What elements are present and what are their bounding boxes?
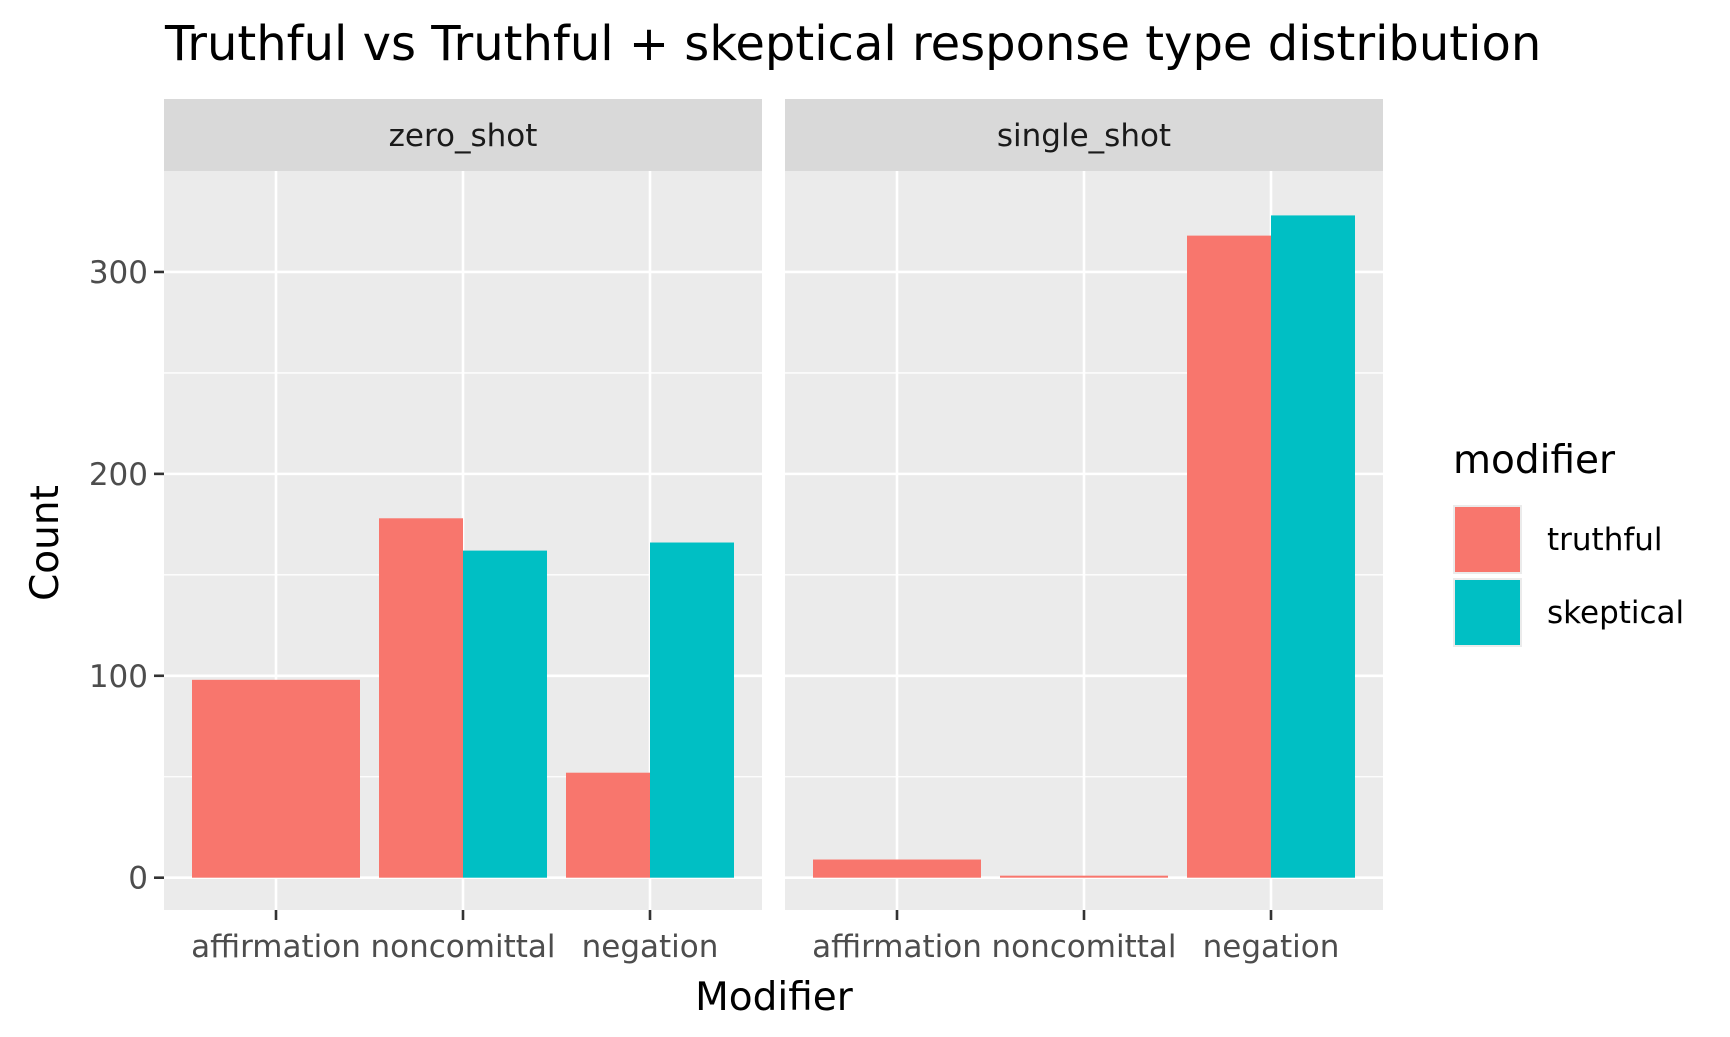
legend-key-truthful bbox=[1455, 507, 1520, 572]
bar-single_shot-negation-skeptical bbox=[1271, 215, 1355, 878]
x-tick-label: affirmation bbox=[191, 929, 361, 965]
facet-strip bbox=[785, 99, 1383, 171]
bar-single_shot-negation-truthful bbox=[1187, 235, 1271, 878]
x-axis-title: Modifier bbox=[695, 975, 854, 1020]
bar-single_shot-affirmation-truthful bbox=[813, 859, 981, 878]
y-tick-label: 100 bbox=[89, 659, 148, 695]
legend-label-truthful: truthful bbox=[1547, 522, 1663, 558]
facet-single_shot: single_shot affirmation noncomittal negatio… bbox=[785, 99, 1383, 965]
bar-zero_shot-negation-skeptical bbox=[650, 542, 734, 878]
legend-key-skeptical bbox=[1455, 580, 1520, 645]
x-tick-label: noncomittal bbox=[370, 929, 555, 965]
facet-strip-label: zero_shot bbox=[389, 118, 538, 154]
y-axis-title: Count bbox=[23, 485, 68, 601]
chart-title: Truthful vs Truthful + skeptical respons… bbox=[164, 16, 1541, 72]
y-tick-label: 200 bbox=[89, 457, 148, 493]
bar-zero_shot-negation-truthful bbox=[566, 772, 650, 878]
bar-single_shot-noncomittal-truthful bbox=[1000, 875, 1168, 878]
facet-strip-label: single_shot bbox=[997, 118, 1171, 154]
y-tick-label: 0 bbox=[128, 861, 148, 897]
facet-strip bbox=[164, 99, 762, 171]
bar-zero_shot-noncomittal-skeptical bbox=[463, 550, 547, 878]
bar-zero_shot-affirmation-truthful bbox=[192, 679, 360, 878]
bar-zero_shot-noncomittal-truthful bbox=[379, 518, 463, 878]
legend: modifier truthful skeptical bbox=[1453, 438, 1684, 647]
x-tick-label: affirmation bbox=[812, 929, 982, 965]
x-tick-label: negation bbox=[582, 929, 719, 965]
x-tick-label: noncomittal bbox=[991, 929, 1176, 965]
legend-label-skeptical: skeptical bbox=[1547, 595, 1684, 631]
y-tick-label: 300 bbox=[89, 255, 148, 291]
legend-title: modifier bbox=[1453, 438, 1616, 483]
facet-zero_shot: zero_shot affirmation noncomittal negation 0… bbox=[89, 99, 762, 965]
x-tick-label: negation bbox=[1203, 929, 1340, 965]
